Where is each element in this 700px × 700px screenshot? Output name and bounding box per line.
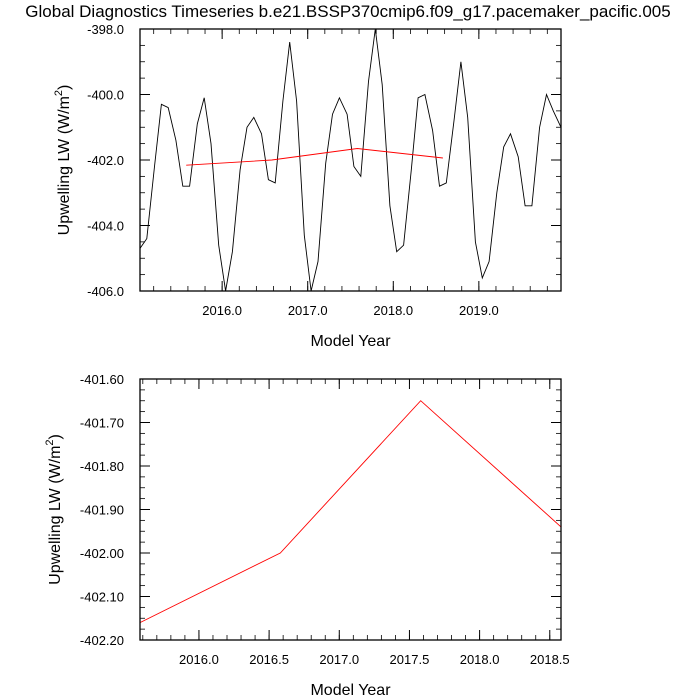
x-tick-label: 2018.5 xyxy=(530,652,570,667)
x-tick-label: 2018.0 xyxy=(460,652,500,667)
y-tick-label: -401.60 xyxy=(80,372,124,387)
plot-frame xyxy=(139,378,562,641)
chart-title: Global Diagnostics Timeseries b.e21.BSSP… xyxy=(25,2,670,21)
x-tick-label: 2018.0 xyxy=(373,303,413,318)
x-axis-label: Model Year xyxy=(310,682,391,699)
y-tick-label: -406.0 xyxy=(87,284,124,299)
series-line-1 xyxy=(186,148,443,166)
y-tick-label: -398.0 xyxy=(87,22,124,37)
bottom-panel: 2016.0 2016.5 2017.0 2017.5 2018.0 2018.5 -402… xyxy=(44,372,570,699)
series-line-0 xyxy=(139,28,562,292)
x-tick-label: 2017.0 xyxy=(319,652,359,667)
y-axis-label: Upwelling LW (W/m2) xyxy=(44,434,64,585)
y-tick-label: -402.00 xyxy=(80,546,124,561)
x-tick-label: 2016.5 xyxy=(249,652,289,667)
plot-frame xyxy=(139,28,562,292)
x-tick-label: 2016.0 xyxy=(202,303,242,318)
x-axis-label: Model Year xyxy=(310,333,391,350)
x-tick-label: 2017.5 xyxy=(390,652,430,667)
x-tick-label: 2016.0 xyxy=(179,652,219,667)
y-tick-label: -402.10 xyxy=(80,590,124,605)
y-axis-label: Upwelling LW (W/m2) xyxy=(53,85,73,236)
y-tick-label: -401.90 xyxy=(80,503,124,518)
y-tick-label: -404.0 xyxy=(87,219,124,234)
top-panel: 2016.0 2017.0 2018.0 2019.0 -406.0 -404.0 -402… xyxy=(53,22,562,350)
y-tick-label: -402.20 xyxy=(80,633,124,648)
x-tick-label: 2017.0 xyxy=(288,303,328,318)
series-line-0 xyxy=(139,400,562,624)
y-tick-label: -401.70 xyxy=(80,416,124,431)
y-tick-label: -401.80 xyxy=(80,459,124,474)
y-tick-label: -402.0 xyxy=(87,153,124,168)
x-tick-label: 2019.0 xyxy=(459,303,499,318)
y-tick-label: -400.0 xyxy=(87,88,124,103)
